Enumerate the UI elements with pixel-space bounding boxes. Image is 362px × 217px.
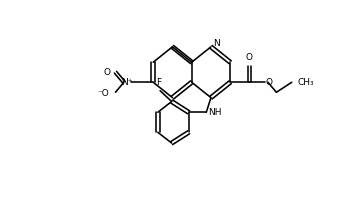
Text: O: O [246,53,253,62]
Text: F: F [156,78,161,87]
Text: N⁺: N⁺ [121,78,133,87]
Text: O: O [266,78,273,87]
Text: CH₃: CH₃ [298,78,315,87]
Text: O: O [104,68,111,77]
Text: ⁻O: ⁻O [97,89,109,97]
Text: N: N [213,39,220,48]
Text: NH: NH [208,108,221,117]
